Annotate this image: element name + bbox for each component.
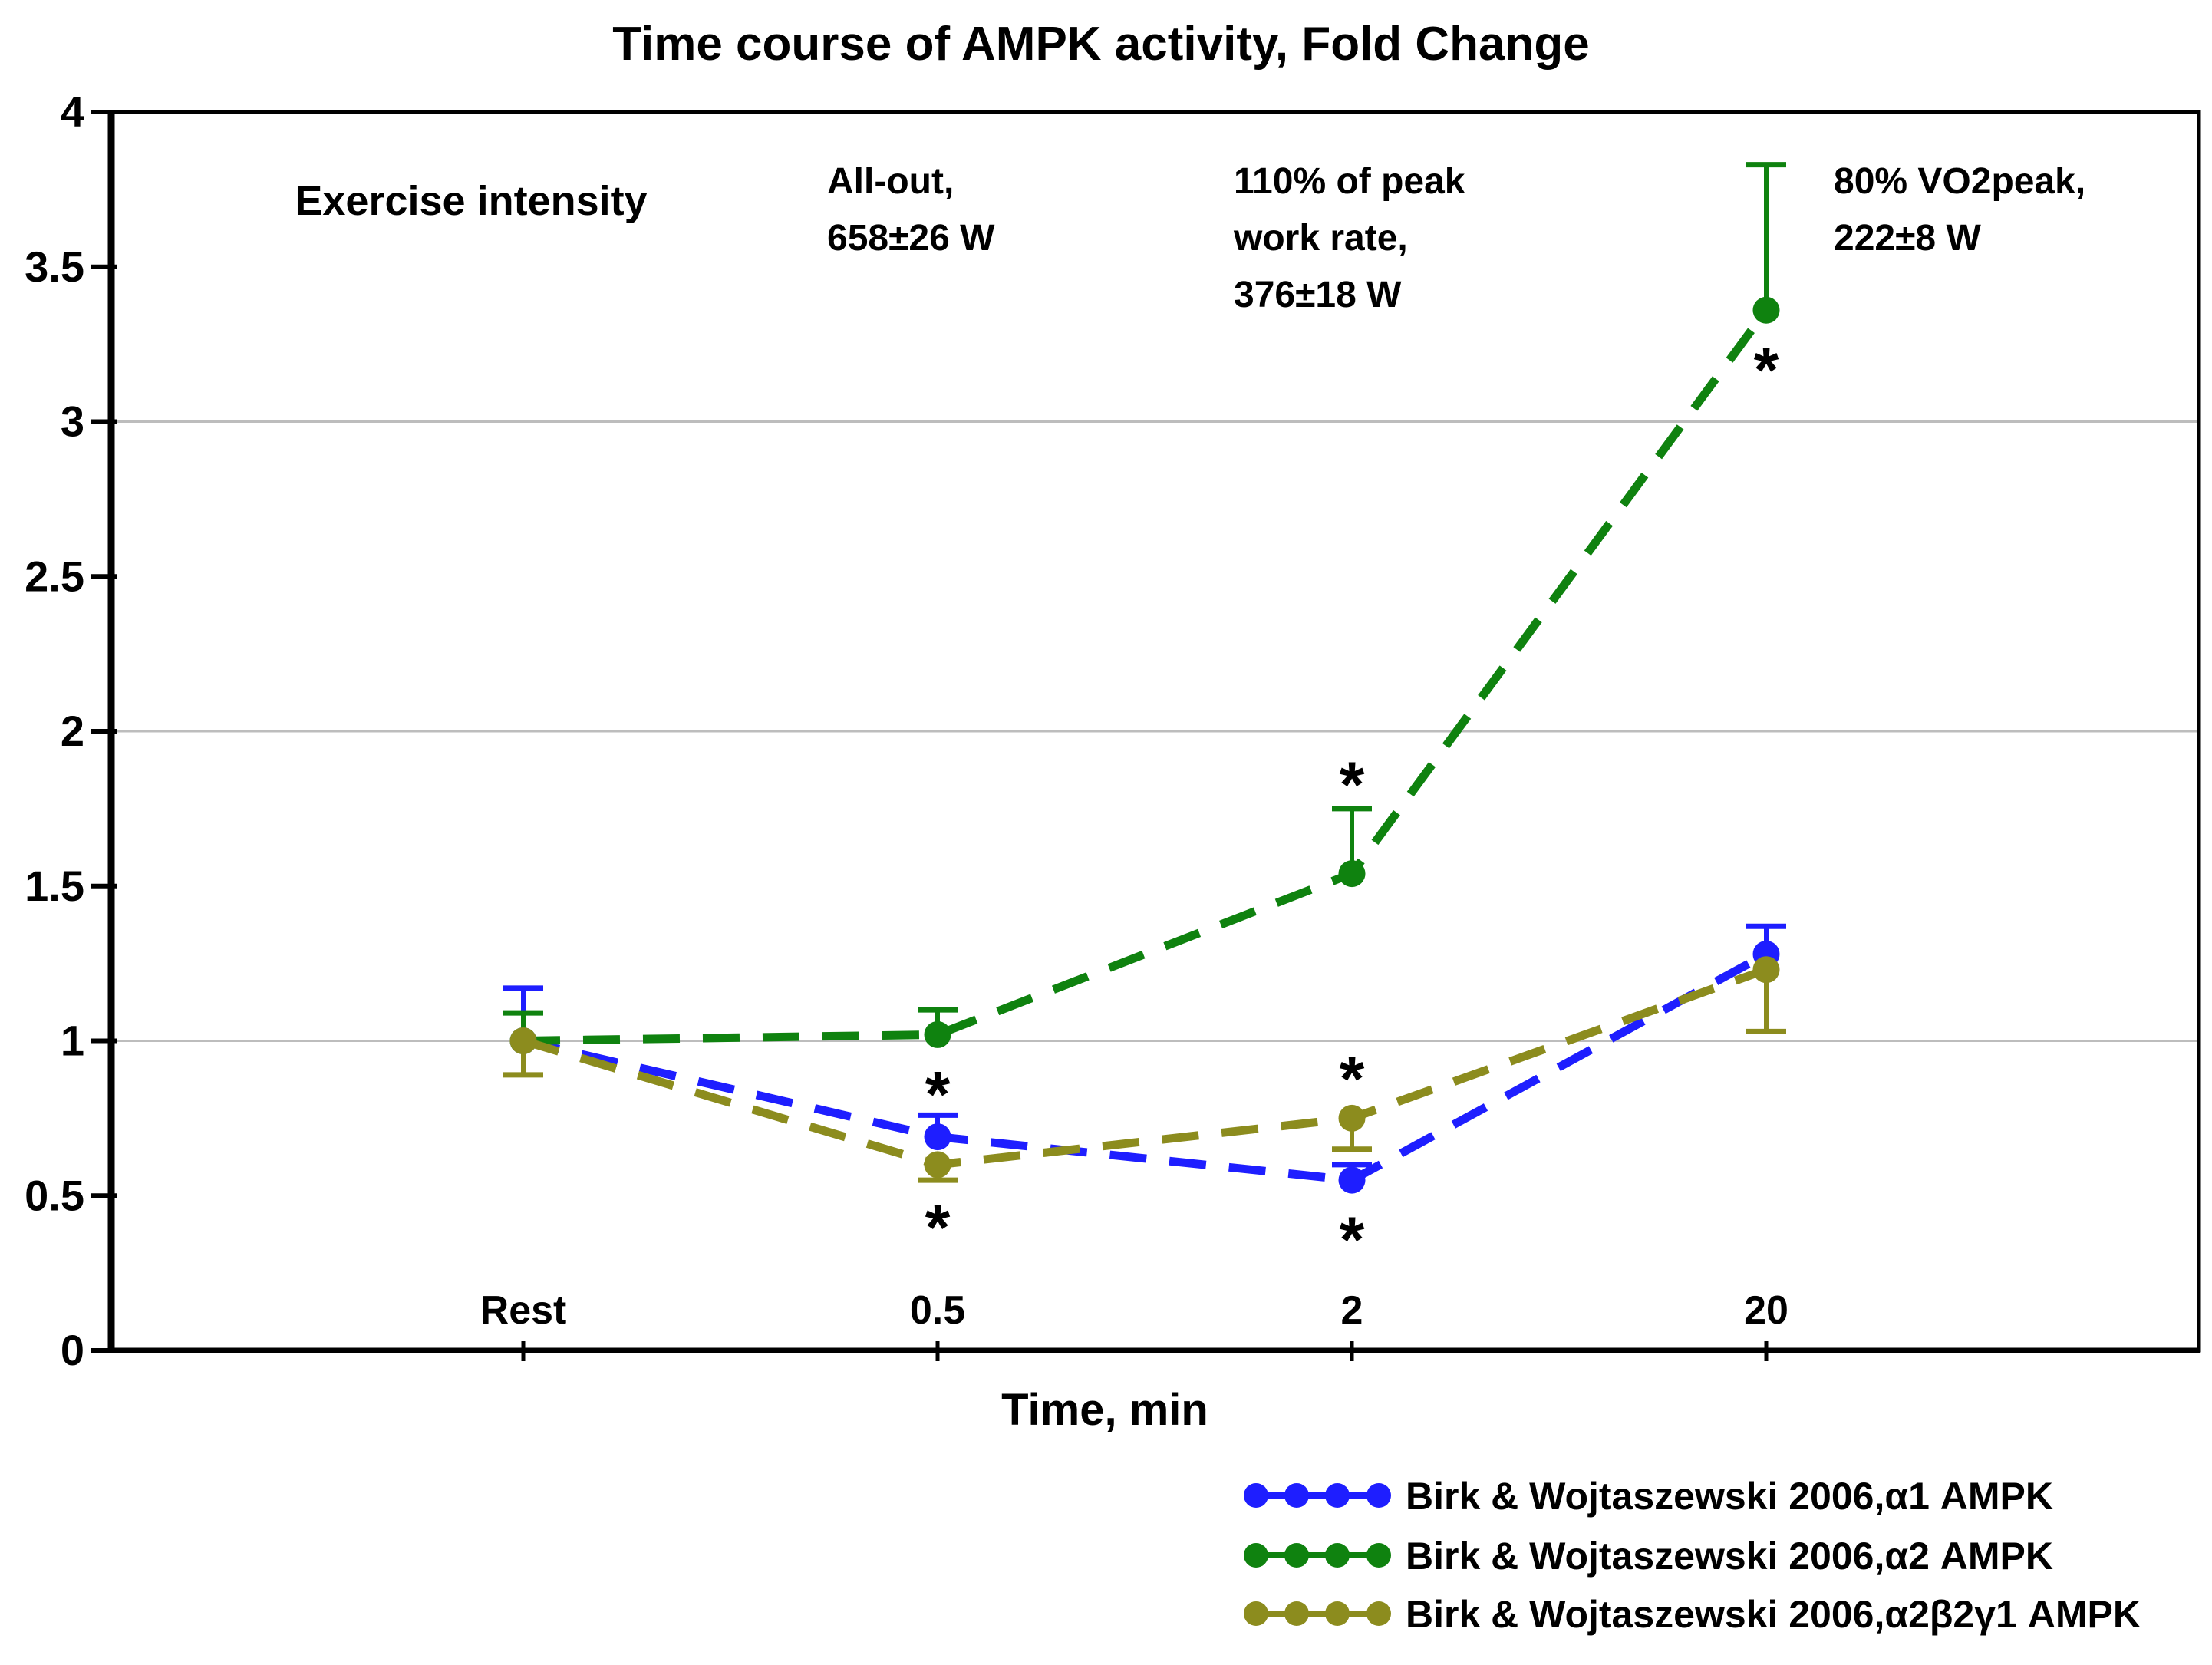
x-axis-title: Time, min [1001,1385,1208,1435]
data-point-series1-pt1 [924,1020,951,1048]
legend-label-2: Birk & Wojtaszewski 2006,α2β2γ1 AMPK [1406,1593,2141,1636]
legend-marker-dot-1-3 [1366,1543,1391,1568]
ticks-layer: 0 0.5 1 1.5 2 2.5 3 3.5 4 Rest 0.5 2 20 [25,87,1788,1374]
significance-asterisk-2: * [1340,748,1365,820]
significance-asterisk-1: * [925,1191,951,1263]
chart-title: Time course of AMPK activity, Fold Chang… [612,18,1590,71]
legend-label-1: Birk & Wojtaszewski 2006,α2 AMPK [1406,1535,2053,1578]
data-point-series1-pt2 [1338,860,1366,888]
legend-marker-dot-1-2 [1325,1543,1350,1568]
legend-marker-dot-0-1 [1284,1483,1309,1508]
legend-marker-dot-2-3 [1366,1601,1391,1626]
significance-asterisk-5: * [1754,334,1779,406]
annotation-110pct-line1: 110% of peak [1234,161,1465,202]
y-tick-label-3: 3 [61,397,84,446]
data-point-series0-pt2 [1338,1166,1366,1194]
y-tick-label-0: 0 [61,1326,84,1374]
annotation-all-out-line1: All-out, [827,161,954,202]
y-tick-label-3.5: 3.5 [25,242,84,291]
y-tick-label-1: 1 [61,1017,84,1065]
series-layer [503,162,1786,1194]
x-category-label-0.5: 0.5 [910,1288,965,1333]
legend-marker-dot-0-0 [1244,1483,1268,1508]
y-tick-label-2: 2 [61,707,84,755]
x-category-label-2: 2 [1341,1288,1363,1333]
legend-item-2: Birk & Wojtaszewski 2006,α2β2γ1 AMPK [1244,1593,2141,1636]
x-category-label-20: 20 [1744,1288,1788,1333]
data-point-series2-pt3 [1752,956,1780,984]
series-2 [503,956,1786,1183]
series-line-2 [522,965,1768,1169]
annotation-80pct-line1: 80% VO2peak, [1834,161,2085,202]
annotation-110pct-line3: 376±18 W [1234,275,1402,315]
significance-asterisk-4: * [1340,1204,1365,1276]
y-tick-label-2.5: 2.5 [25,552,84,600]
annotation-80pct-line2: 222±8 W [1834,218,1981,259]
significance-asterisk-0: * [925,1058,951,1130]
annotation-110pct-line2: work rate, [1233,218,1408,259]
legend-item-0: Birk & Wojtaszewski 2006,α1 AMPK [1244,1475,2053,1518]
y-tick-label-4: 4 [61,87,84,136]
legend-item-1: Birk & Wojtaszewski 2006,α2 AMPK [1244,1535,2053,1578]
series-line-0 [522,950,1769,1185]
series-1 [503,162,1786,1054]
significance-asterisk-3: * [1340,1043,1365,1115]
data-point-series2-pt2 [1338,1104,1366,1132]
significance-layer: * * * * * * [925,334,1779,1276]
y-tick-label-1.5: 1.5 [25,862,84,910]
annotation-exercise-intensity: Exercise intensity [295,178,647,224]
legend-marker-dot-0-2 [1325,1483,1350,1508]
legend-marker-dot-2-2 [1325,1601,1350,1626]
data-point-series0-pt1 [924,1123,951,1151]
series-0 [503,923,1786,1194]
legend-marker-dot-2-1 [1284,1601,1309,1626]
data-point-series2-pt1 [924,1151,951,1179]
x-category-label-Rest: Rest [480,1288,567,1333]
legend-layer: Birk & Wojtaszewski 2006,α1 AMPK Birk & W… [1244,1475,2141,1636]
gridlines-layer [114,420,2197,1042]
data-point-series2-pt0 [509,1027,537,1054]
legend-marker-dot-2-0 [1244,1601,1268,1626]
legend-marker-dot-0-3 [1366,1483,1391,1508]
y-tick-label-0.5: 0.5 [25,1171,84,1219]
legend-label-0: Birk & Wojtaszewski 2006,α1 AMPK [1406,1475,2053,1518]
annotation-all-out-line2: 658±26 W [827,218,995,259]
series-line-1 [523,307,1770,1045]
legend-marker-dot-1-0 [1244,1543,1268,1568]
legend-marker-dot-1-1 [1284,1543,1309,1568]
data-point-series1-pt3 [1752,296,1780,324]
